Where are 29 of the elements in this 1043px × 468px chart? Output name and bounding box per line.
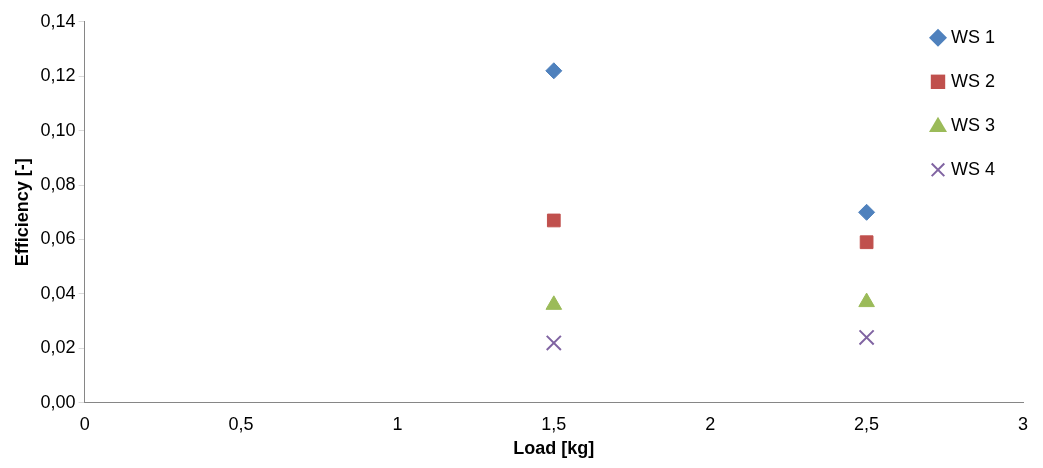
y-tick-label: 0,12 (40, 65, 76, 86)
x-tick-label: 1,5 (541, 413, 567, 434)
x-tick-label: 0,5 (228, 413, 254, 434)
y-tick-label: 0,02 (40, 337, 76, 358)
point (858, 203, 876, 221)
x-tick-label: 2 (705, 413, 716, 434)
legend-label: WS 3 (951, 114, 996, 135)
y-tick-label: 0,04 (40, 282, 76, 303)
point (859, 235, 874, 250)
x-tick-label: 1 (392, 413, 403, 434)
y-tick-label: 0,06 (40, 228, 76, 249)
point (545, 334, 562, 351)
legend-label: WS 2 (951, 70, 996, 91)
x-axis-title: Load [kg] (513, 438, 595, 459)
y-tick-label: 0,10 (40, 119, 76, 140)
point (545, 295, 563, 310)
legend-label: WS 4 (951, 158, 996, 179)
x-tick-label: 2,5 (854, 413, 880, 434)
y-axis-title: Efficiency [-] (11, 158, 32, 267)
x-tick-label: 0 (79, 413, 90, 434)
point (546, 213, 561, 228)
legend-label: WS 1 (951, 26, 996, 47)
x-tick-label: 3 (1017, 413, 1029, 434)
point (858, 329, 875, 346)
point (858, 292, 875, 308)
y-tick-label: 0,08 (40, 174, 76, 195)
y-tick-label: 0,00 (40, 391, 76, 412)
point (545, 62, 563, 80)
y-tick-label: 0,14 (40, 10, 76, 31)
